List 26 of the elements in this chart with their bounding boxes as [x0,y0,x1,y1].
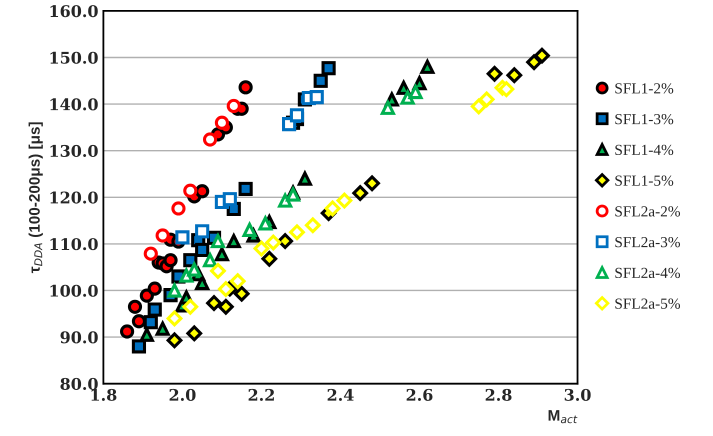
x-tick-label: 1.8 [91,388,116,401]
y-tick-label: 90.0 [60,331,98,344]
legend-label: SFL1-5% [615,175,674,186]
y-tick-label: 80.0 [60,378,98,390]
y-tick-label: 150.0 [50,52,98,64]
x-tick-label: 2.2 [248,388,274,401]
y-tick-label: 140.0 [50,98,98,110]
legend-label: SFL2a-4% [615,268,680,278]
y-tick-label: 100.0 [50,284,98,297]
legend-label: SFL2a-5% [615,298,680,309]
y-tick-label: 110.0 [50,238,98,250]
x-tick-label: 2.0 [170,388,196,401]
y-tick-label: 130.0 [50,144,98,157]
legend-label: SFL1-3% [615,114,674,124]
x-tick-label: 2.4 [328,388,354,401]
y-tick-label: 160.0 [50,5,98,18]
y-tick-label: 120.0 [50,192,98,204]
legend-label: SFL2a-3% [615,236,680,248]
legend-label: SFL2a-2% [615,206,680,217]
legend-label: SFL1-4% [615,144,674,156]
x-tick-label: 2.6 [406,388,433,401]
y-axis-title: τ$_{DDA}$ (100-200μs) [μs] [28,122,43,274]
x-tick-label: 3.0 [564,388,591,401]
x-tick-label: 2.8 [486,388,512,401]
x-axis-title: M$_{act}$ [548,410,578,424]
legend-label: SFL1-2% [615,83,674,94]
